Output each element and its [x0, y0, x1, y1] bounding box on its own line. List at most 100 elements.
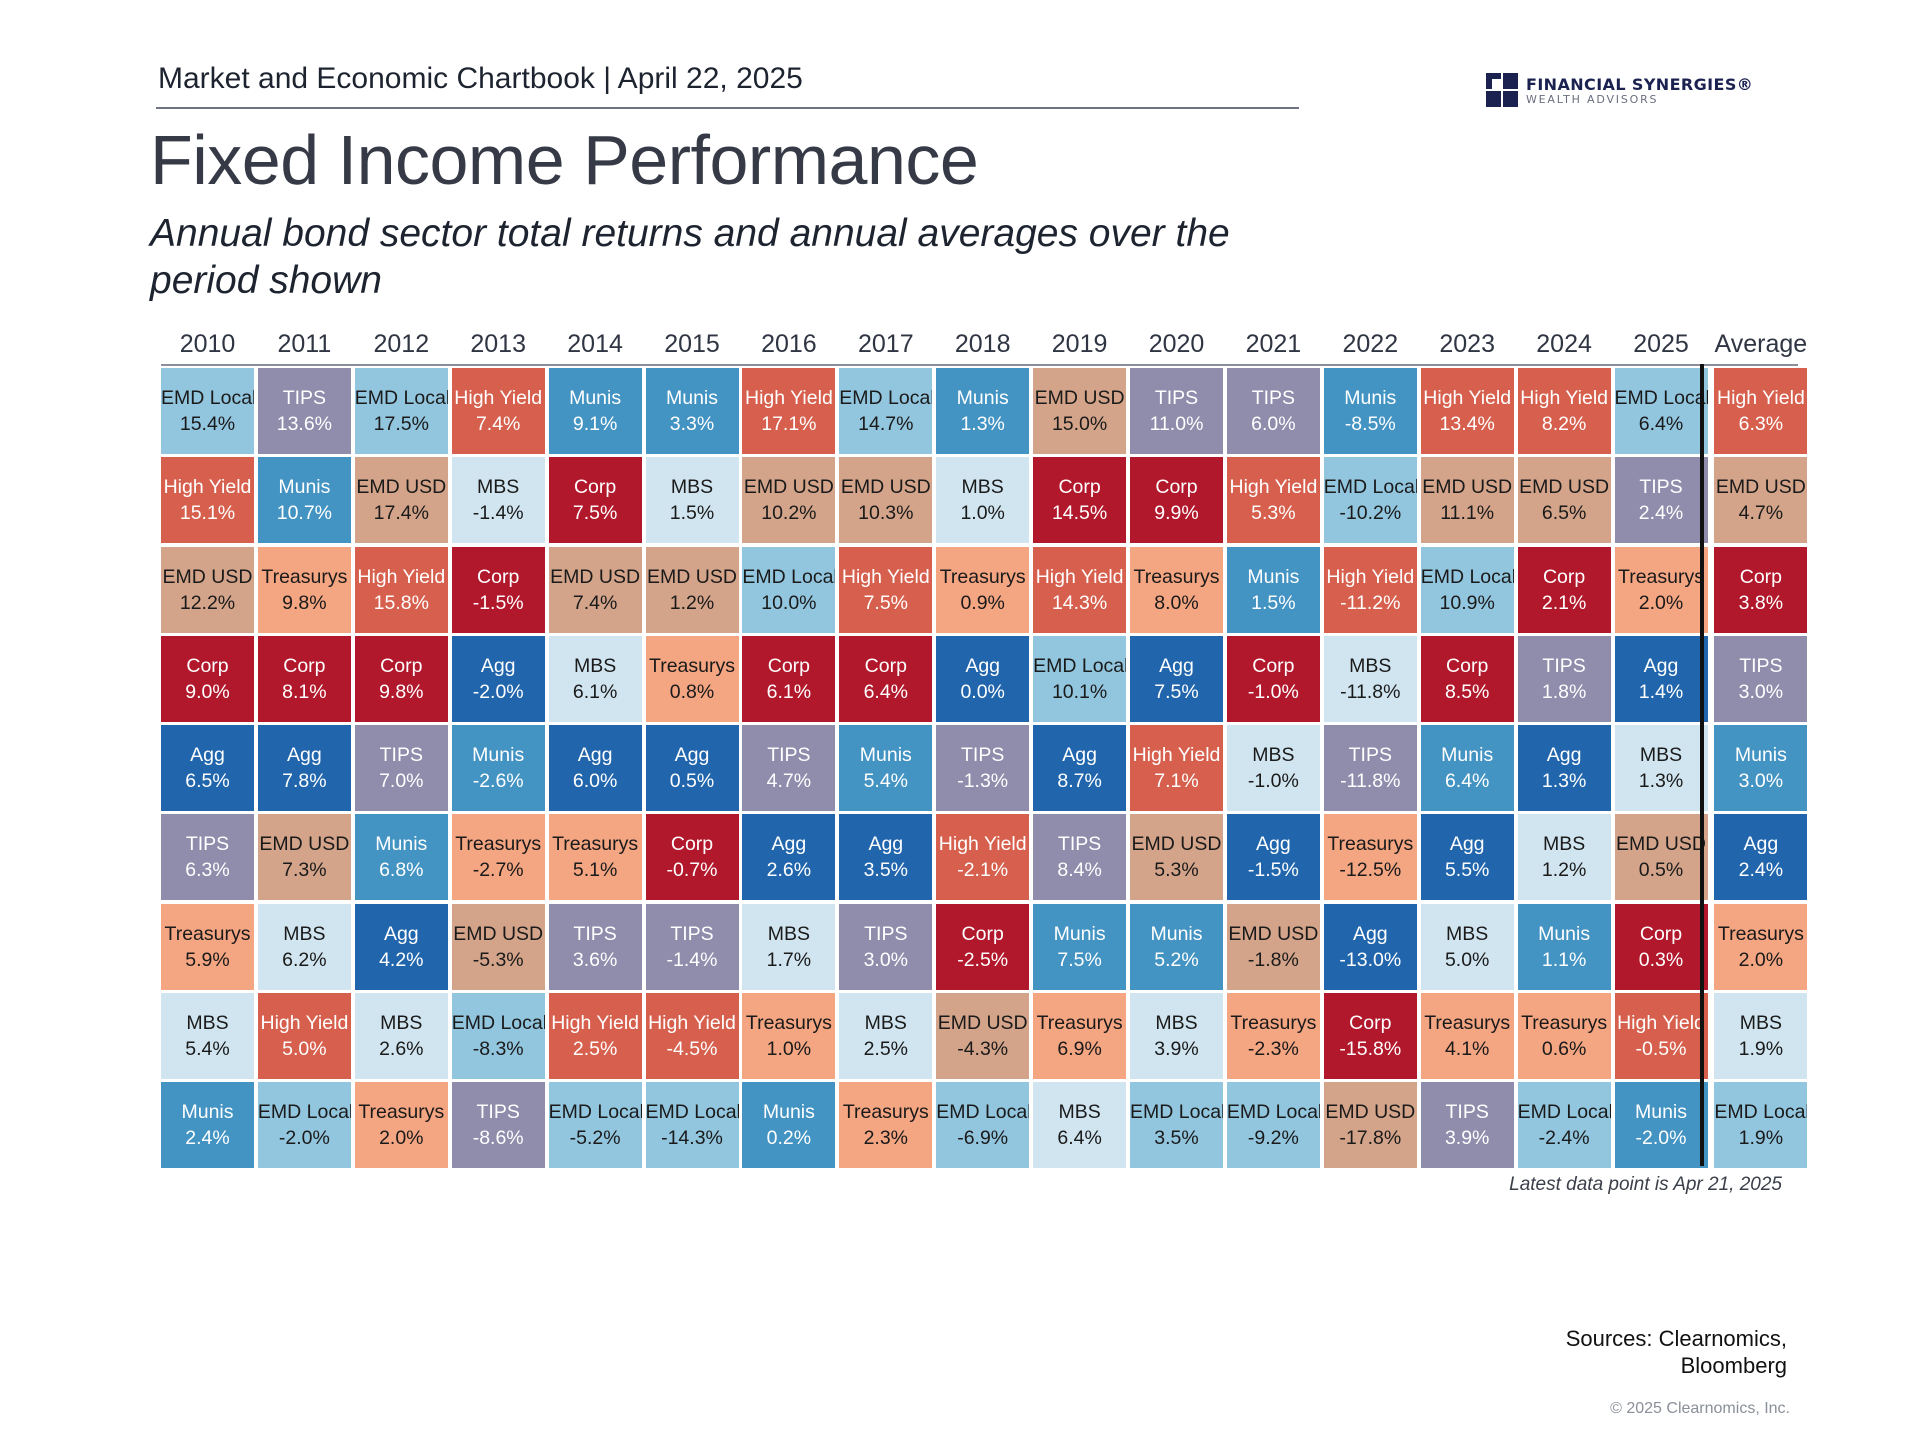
cell-sector: EMD Local	[1130, 1101, 1223, 1123]
page-subtitle: Annual bond sector total returns and ann…	[150, 212, 1230, 302]
cell-sector: Munis	[762, 1101, 815, 1123]
cell-sector: Munis	[665, 387, 719, 409]
cell-sector: TIPS	[573, 922, 617, 945]
cell-return: 3.5%	[863, 859, 909, 882]
cell-sector: Munis	[375, 833, 428, 856]
cell-return: 8.4%	[1057, 859, 1102, 882]
cell-sector: High Yield	[1035, 565, 1124, 588]
cell-return: 10.3%	[858, 502, 914, 525]
quilt-cell: EMD USD 10.2%	[742, 457, 836, 544]
quilt-cell: Corp 9.9%	[1130, 457, 1223, 544]
cell-sector: EMD Local	[1033, 654, 1127, 677]
logo-mark-icon	[1486, 73, 1518, 107]
cell-sector: Munis	[569, 387, 622, 409]
cell-sector: TIPS	[961, 744, 1005, 766]
cell-return: 7.5%	[1154, 680, 1199, 703]
cell-sector: EMD USD	[1131, 833, 1222, 856]
cell-sector: EMD Local	[354, 387, 448, 409]
cell-return: -2.5%	[957, 948, 1009, 971]
quilt-cell: High Yield -11.2%	[1323, 546, 1417, 633]
quilt-cell: Corp -0.7%	[645, 814, 739, 901]
cell-return: -2.0%	[472, 680, 524, 703]
cell-sector: EMD USD	[356, 476, 447, 499]
quilt-cell: MBS -1.0%	[1226, 725, 1320, 811]
cell-return: -11.2%	[1340, 591, 1401, 614]
quilt-cell: Agg 6.0%	[548, 725, 642, 811]
quilt-cell: Treasurys 0.6%	[1517, 992, 1611, 1079]
cell-sector: High Yield	[357, 565, 446, 588]
cell-sector: Munis	[1150, 922, 1203, 945]
cell-sector: Agg	[577, 744, 613, 766]
quilt-cell: Munis 3.0%	[1714, 725, 1808, 811]
cell-sector: MBS	[1446, 922, 1489, 945]
quilt-cell: EMD USD 1.2%	[645, 546, 739, 633]
cell-return: 1.3%	[1541, 770, 1587, 792]
cell-sector: Corp	[1349, 1011, 1392, 1034]
cell-return: 2.6%	[766, 859, 812, 882]
cell-sector: High Yield	[841, 565, 930, 588]
quilt-cell: TIPS 2.4%	[1614, 457, 1708, 544]
cell-sector: Corp	[380, 654, 423, 677]
quilt-cell: Munis 10.7%	[257, 457, 351, 544]
cell-sector: Agg	[287, 744, 322, 766]
cell-return: -8.3%	[472, 1037, 524, 1060]
cell-sector: High Yield	[1617, 1011, 1705, 1034]
cell-return: 7.5%	[1057, 948, 1102, 971]
quilt-cell: Treasurys -12.5%	[1323, 814, 1417, 901]
cell-return: -5.2%	[569, 1127, 621, 1149]
cell-sector: MBS	[1252, 744, 1295, 766]
cell-return: 3.3%	[669, 413, 715, 435]
quilt-cell: Treasurys -2.3%	[1226, 992, 1320, 1079]
quilt-cell: Corp -1.0%	[1226, 635, 1320, 722]
cell-return: 7.3%	[282, 859, 327, 882]
quilt-cell: TIPS 6.0%	[1226, 368, 1320, 454]
quilt-cell: MBS 1.9%	[1714, 992, 1808, 1079]
cell-sector: Munis	[1634, 1101, 1688, 1123]
quilt-cell: Treasurys 2.0%	[1614, 546, 1708, 633]
quilt-cell: TIPS -11.8%	[1323, 725, 1417, 811]
cell-sector: Corp	[767, 654, 811, 677]
cell-sector: MBS	[767, 922, 811, 945]
cell-sector: EMD USD	[550, 565, 641, 588]
cell-sector: EMD USD	[1228, 922, 1319, 945]
cell-sector: Corp	[1739, 565, 1783, 588]
quilt-cell: High Yield 2.5%	[548, 992, 642, 1079]
cell-sector: EMD USD	[1422, 476, 1513, 499]
cell-return: -0.7%	[666, 859, 718, 882]
cell-return: -1.5%	[1247, 859, 1299, 882]
cell-sector: MBS	[1739, 1011, 1783, 1034]
cell-return: 1.3%	[960, 413, 1005, 435]
column-header-2019: 2019	[1051, 330, 1108, 358]
quilt-cell: Munis 6.4%	[1420, 725, 1514, 811]
cell-sector: EMD Local	[1226, 1101, 1320, 1123]
cell-return: -2.0%	[278, 1127, 330, 1149]
cell-return: 3.9%	[1154, 1037, 1199, 1060]
cell-sector: Treasurys	[1521, 1011, 1608, 1034]
cell-sector: MBS	[864, 1011, 907, 1034]
column-header-2024: 2024	[1536, 330, 1592, 358]
quilt-cell: Corp -1.5%	[451, 546, 545, 633]
cell-return: 2.4%	[1638, 502, 1684, 525]
quilt-cell: MBS 1.7%	[742, 903, 836, 990]
column-header-2011: 2011	[277, 330, 332, 358]
quilt-cell: EMD USD 7.3%	[257, 814, 351, 901]
column-header-average: Average	[1714, 330, 1808, 358]
cell-return: 0.9%	[960, 591, 1005, 614]
cell-return: 13.6%	[276, 413, 333, 435]
logo-tagline: WEALTH ADVISORS	[1526, 93, 1659, 106]
cell-return: 1.1%	[1541, 948, 1587, 971]
cell-return: 3.0%	[1738, 680, 1784, 703]
quilt-cell: EMD USD -1.8%	[1226, 903, 1320, 990]
quilt-cell: EMD Local 6.4%	[1614, 368, 1708, 454]
cell-sector: High Yield	[260, 1011, 349, 1034]
quilt-cell: EMD Local 15.4%	[161, 368, 254, 454]
cell-return: 0.6%	[1541, 1037, 1587, 1060]
cell-return: 2.5%	[863, 1037, 909, 1060]
cell-sector: MBS	[186, 1011, 229, 1034]
cell-return: 9.8%	[282, 591, 327, 614]
cell-sector: MBS	[283, 922, 326, 945]
cell-sector: High Yield	[1326, 565, 1415, 588]
column-header-2012: 2012	[373, 330, 430, 358]
cell-sector: Munis	[1053, 922, 1106, 945]
quilt-cell: Agg 1.3%	[1517, 725, 1611, 811]
